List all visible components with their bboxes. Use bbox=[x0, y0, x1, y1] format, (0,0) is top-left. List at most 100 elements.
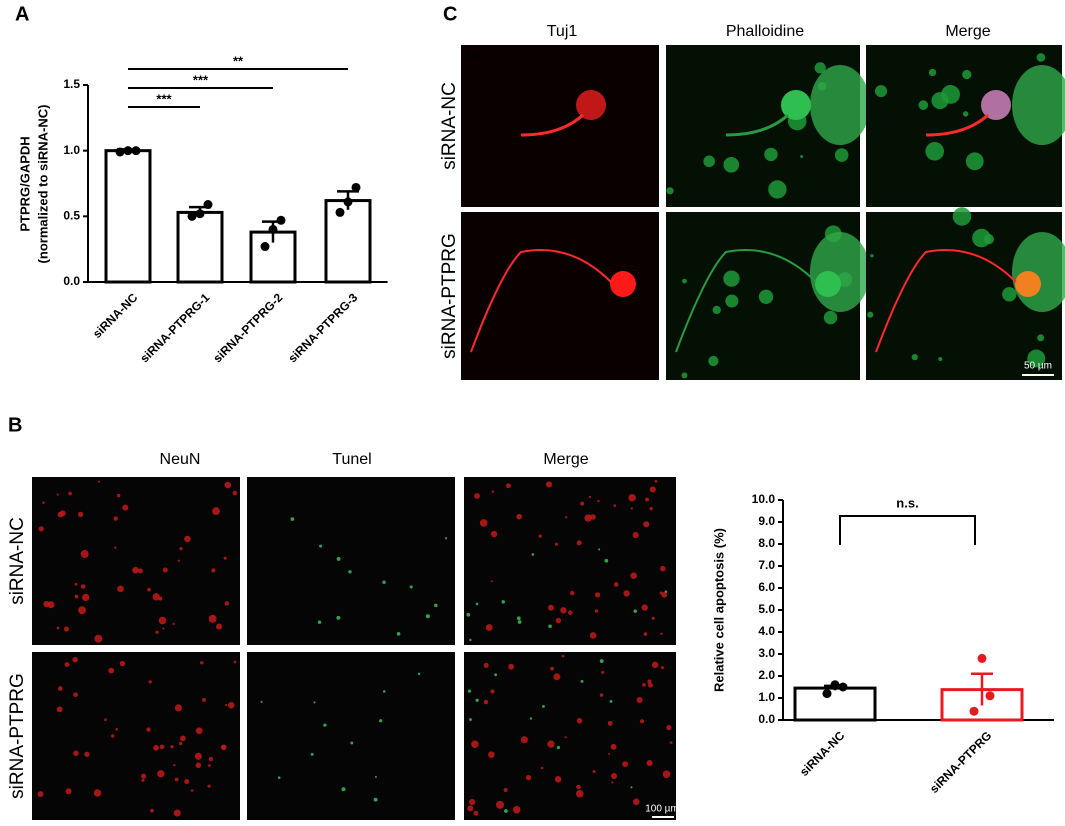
y-axis-label: (normalized to siRNA-NC) bbox=[35, 105, 50, 264]
cell bbox=[490, 530, 498, 538]
cell bbox=[42, 501, 45, 504]
cell bbox=[383, 690, 386, 693]
cell bbox=[810, 232, 870, 312]
cell bbox=[599, 693, 604, 697]
cell bbox=[208, 756, 214, 762]
cell bbox=[194, 752, 202, 760]
cell bbox=[632, 532, 639, 539]
panel-label: C bbox=[443, 3, 457, 25]
cell bbox=[613, 504, 617, 508]
cell bbox=[613, 582, 619, 587]
cell bbox=[598, 548, 601, 551]
cell bbox=[972, 228, 991, 248]
cell bbox=[867, 311, 874, 318]
cell bbox=[651, 616, 655, 620]
cell bbox=[608, 752, 611, 755]
cell bbox=[604, 558, 609, 563]
cell bbox=[474, 493, 480, 499]
cell bbox=[184, 779, 190, 785]
cell bbox=[520, 736, 528, 744]
cell bbox=[630, 786, 633, 789]
significance-label: *** bbox=[193, 72, 209, 87]
cell bbox=[542, 705, 545, 708]
y-tick-label: 0.5 bbox=[63, 209, 80, 223]
cell bbox=[162, 627, 165, 630]
cell bbox=[152, 593, 160, 601]
cell bbox=[823, 310, 838, 325]
cell bbox=[664, 590, 668, 593]
scale-label: 100 µm bbox=[645, 804, 679, 815]
data-point bbox=[985, 691, 995, 701]
cell bbox=[508, 663, 515, 670]
cell bbox=[208, 764, 211, 767]
cell bbox=[174, 777, 179, 782]
cell bbox=[195, 727, 203, 735]
cell bbox=[576, 540, 582, 546]
cell bbox=[550, 666, 554, 671]
cell bbox=[590, 514, 596, 520]
soma bbox=[815, 271, 841, 297]
row-label: siRNA-PTPRG bbox=[439, 233, 460, 359]
cell bbox=[661, 592, 668, 598]
cell bbox=[570, 590, 575, 596]
cell bbox=[78, 606, 86, 615]
cell bbox=[512, 805, 521, 814]
cell bbox=[473, 810, 479, 816]
cell bbox=[382, 580, 386, 584]
cell bbox=[216, 623, 223, 630]
cell bbox=[554, 776, 562, 783]
y-tick-label: 1.5 bbox=[63, 77, 80, 91]
cell bbox=[918, 100, 929, 110]
micrograph bbox=[464, 652, 676, 820]
cell bbox=[374, 775, 377, 778]
cell bbox=[467, 805, 474, 812]
cell bbox=[768, 180, 787, 199]
cell bbox=[681, 372, 688, 379]
cell bbox=[290, 517, 295, 521]
cell bbox=[555, 617, 562, 624]
cell bbox=[141, 773, 147, 779]
cell bbox=[180, 735, 186, 742]
cell bbox=[469, 798, 476, 806]
cell bbox=[80, 584, 86, 589]
cell bbox=[580, 679, 584, 683]
column-header: Tunel bbox=[332, 451, 371, 468]
cell bbox=[77, 511, 84, 518]
cell bbox=[645, 497, 649, 502]
cell bbox=[147, 587, 151, 592]
cell bbox=[601, 670, 605, 674]
cell bbox=[162, 567, 168, 573]
cell bbox=[941, 84, 960, 104]
x-tick-label: siRNA-PTPRG-1 bbox=[137, 290, 212, 365]
cell bbox=[594, 609, 599, 613]
cell bbox=[224, 481, 232, 489]
cell bbox=[80, 550, 89, 558]
neurite bbox=[675, 249, 817, 353]
cell bbox=[396, 632, 401, 636]
micrograph bbox=[247, 477, 455, 645]
cell bbox=[758, 289, 774, 304]
cell bbox=[834, 148, 849, 162]
cell bbox=[633, 798, 640, 806]
y-axis-label: Relative cell apoptosis (%) bbox=[711, 528, 726, 692]
cell bbox=[874, 85, 888, 98]
bar bbox=[176, 210, 224, 284]
cell bbox=[232, 490, 238, 496]
cell bbox=[723, 270, 740, 287]
cell bbox=[647, 679, 652, 684]
cell bbox=[646, 760, 653, 767]
cell bbox=[506, 483, 511, 489]
cell bbox=[158, 616, 167, 625]
cell bbox=[636, 696, 643, 704]
neurite bbox=[925, 113, 990, 137]
bar bbox=[324, 199, 372, 284]
cell bbox=[310, 752, 314, 756]
cell bbox=[962, 111, 969, 117]
cell bbox=[64, 662, 70, 667]
cell bbox=[170, 745, 174, 749]
cell bbox=[496, 800, 504, 809]
cell bbox=[641, 604, 648, 611]
cell bbox=[576, 717, 583, 724]
cell bbox=[662, 770, 671, 779]
cell bbox=[564, 736, 567, 739]
